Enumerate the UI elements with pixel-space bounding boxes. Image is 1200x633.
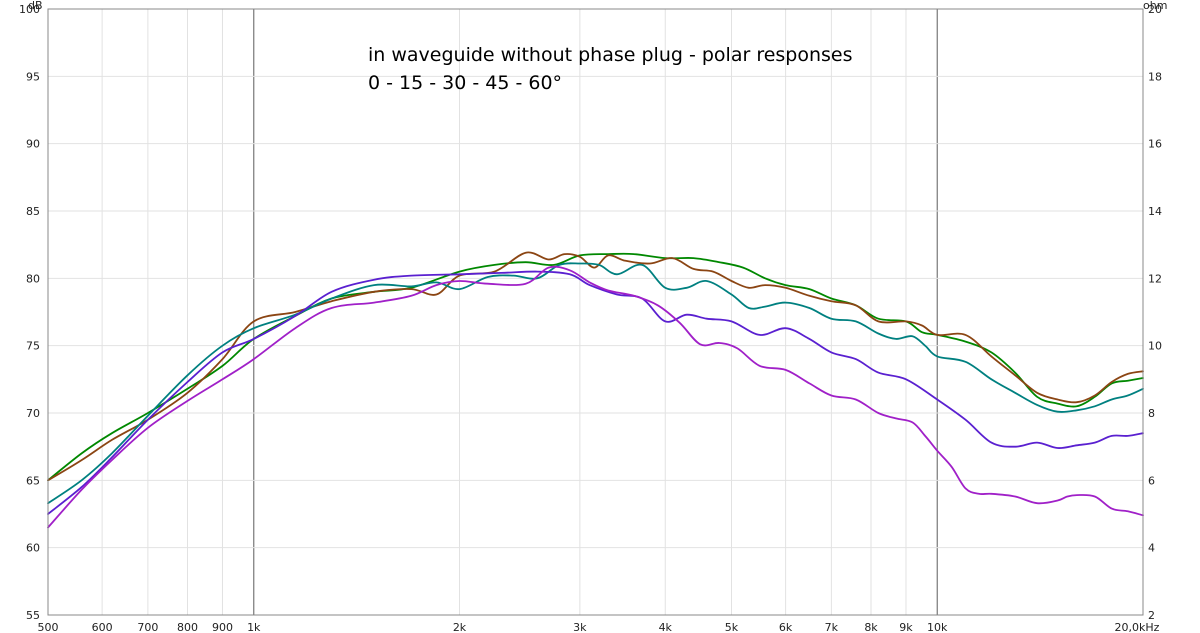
y-axis-unit-right: ohm [1143,0,1167,12]
x-tick-label: 10k [927,621,948,633]
x-tick-label: 900 [212,621,233,633]
x-tick-label: 2k [453,621,467,633]
series-group [47,251,1144,529]
x-tick-label: 8k [864,621,878,633]
chart-subtitle: 0 - 15 - 30 - 45 - 60° [368,72,562,94]
y2-tick-label: 12 [1148,272,1162,285]
y-axis-left: 55 60 65 70 75 80 85 90 95 100 [19,3,40,622]
x-tick-label: 800 [177,621,198,633]
y2-tick-label: 18 [1148,70,1162,83]
y-tick-label: 100 [19,3,40,16]
y2-tick-label: 2 [1148,609,1155,622]
y-tick-label: 80 [26,272,40,285]
y2-tick-label: 20 [1148,3,1162,16]
chart-title: in waveguide without phase plug - polar … [368,44,853,66]
x-tick-label: 6k [779,621,793,633]
y2-tick-label: 10 [1148,340,1162,353]
y2-tick-label: 14 [1148,205,1162,218]
plot-border [47,8,1144,616]
y-axis-unit-left: dB [28,0,43,12]
x-tick-label: 9k [899,621,913,633]
y-axis-right: 2 4 6 8 10 12 14 16 18 20 [1148,3,1162,622]
series-line-4 [47,270,1144,515]
y-tick-label: 65 [26,474,40,487]
y-tick-label: 55 [26,609,40,622]
x-axis: 500 600 700 800 900 1k 2k 3k 4k 5k 6k 7k 8k 9k 10k 20,0… [38,621,1160,633]
x-tick-label: 5k [725,621,739,633]
x-tick-label: 1k [247,621,261,633]
x-tick-label: 500 [38,621,59,633]
plot-area [48,9,1143,615]
y2-tick-label: 6 [1148,474,1155,487]
y-tick-label: 70 [26,407,40,420]
y-tick-label: 60 [26,542,40,555]
y-tick-label: 95 [26,70,40,83]
y2-tick-label: 4 [1148,542,1155,555]
x-tick-label: 20,0kHz [1115,621,1160,633]
x-tick-label: 7k [825,621,839,633]
x-tick-label: 4k [659,621,673,633]
series-line-3 [47,262,1144,505]
x-tick-label: 600 [92,621,113,633]
series-line-5 [47,265,1144,529]
y-tick-label: 85 [26,205,40,218]
y-tick-label: 75 [26,340,40,353]
y-tick-label: 90 [26,138,40,151]
x-tick-label: 3k [573,621,587,633]
y2-tick-label: 8 [1148,407,1155,420]
y2-tick-label: 16 [1148,138,1162,151]
x-tick-label: 700 [137,621,158,633]
